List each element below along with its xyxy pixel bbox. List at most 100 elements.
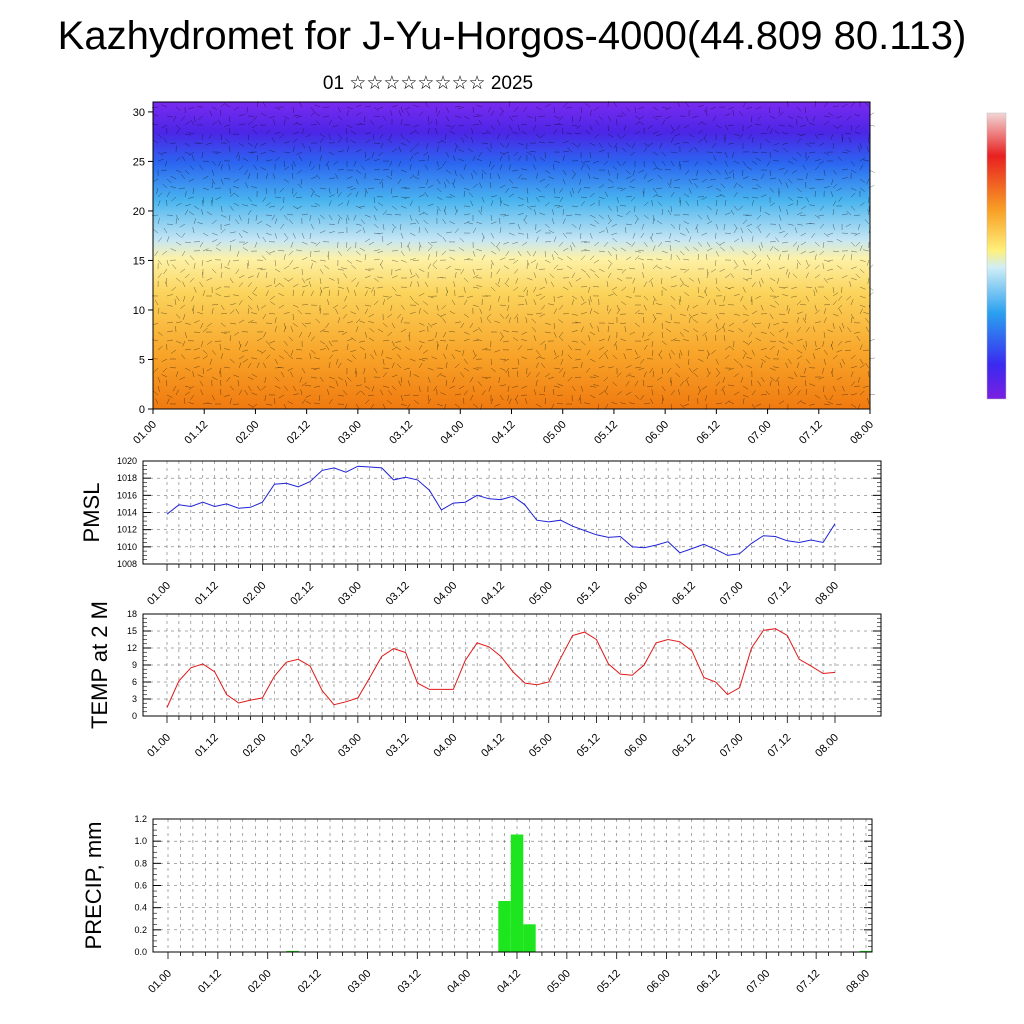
field-xtick-label: 03.12 bbox=[387, 419, 415, 447]
precip-bar bbox=[510, 834, 524, 952]
pmsl-xtick-label: 02.12 bbox=[288, 580, 316, 608]
temp-xtick-label: 03.00 bbox=[336, 732, 364, 760]
precip-xtick-label: 06.00 bbox=[645, 968, 673, 996]
temp-xtick-label: 05.12 bbox=[575, 732, 603, 760]
pmsl-xtick-label: 04.12 bbox=[479, 580, 507, 608]
pmsl-xtick-label: 01.12 bbox=[193, 580, 221, 608]
temp-ytick-label: 3 bbox=[132, 694, 137, 704]
colorbar bbox=[986, 112, 1007, 400]
field-xtick-label: 05.12 bbox=[592, 419, 620, 447]
pmsl-line bbox=[166, 465, 836, 556]
pmsl-ylabel: PMSL bbox=[79, 483, 104, 543]
field-xtick-label: 06.00 bbox=[643, 419, 671, 447]
temp-xtick-label: 03.12 bbox=[384, 732, 412, 760]
field-xtick-label: 03.00 bbox=[336, 419, 364, 447]
wind-vectors bbox=[151, 100, 876, 411]
temp-xtick-label: 06.12 bbox=[670, 732, 698, 760]
precip-xtick-label: 01.00 bbox=[146, 968, 174, 996]
precip-ytick-label: 0.8 bbox=[134, 858, 147, 868]
field-shading bbox=[153, 102, 870, 409]
temp-xtick-label: 02.00 bbox=[241, 732, 269, 760]
pmsl-ytick-label: 1014 bbox=[117, 508, 137, 518]
field-ytick-label: 15 bbox=[133, 255, 145, 267]
temp-ytick-label: 6 bbox=[132, 677, 137, 687]
field-xtick-label: 01.12 bbox=[182, 419, 210, 447]
pmsl-ytick-label: 1010 bbox=[117, 542, 137, 552]
pmsl-xtick-label: 06.00 bbox=[622, 580, 650, 608]
temp-xtick-label: 01.00 bbox=[145, 732, 173, 760]
field-ytick-label: 5 bbox=[139, 354, 145, 366]
temp-frame bbox=[142, 613, 882, 717]
precip-xtick-label: 03.12 bbox=[395, 968, 423, 996]
temp-ytick-label: 15 bbox=[127, 626, 137, 636]
precip-xtick-label: 05.12 bbox=[595, 968, 623, 996]
precip-xtick-label: 08.00 bbox=[844, 968, 872, 996]
field-ytick-label: 10 bbox=[133, 305, 145, 317]
temp-xtick-label: 08.00 bbox=[813, 732, 841, 760]
field-ytick-label: 25 bbox=[133, 156, 145, 168]
temp-xtick-label: 04.00 bbox=[431, 732, 459, 760]
field-xtick-label: 01.00 bbox=[131, 419, 159, 447]
precip-bar bbox=[498, 901, 511, 952]
precip-bar bbox=[286, 950, 299, 952]
field-xtick-label: 05.00 bbox=[541, 419, 569, 447]
pmsl-xtick-label: 04.00 bbox=[431, 580, 459, 608]
pmsl-xtick-label: 07.00 bbox=[718, 580, 746, 608]
field-xtick-label: 07.00 bbox=[746, 419, 774, 447]
temp-ylabel: TEMP at 2 M bbox=[87, 601, 112, 729]
precip-bar bbox=[523, 924, 536, 952]
precip-xtick-label: 05.00 bbox=[545, 968, 573, 996]
temp-ytick-label: 18 bbox=[127, 609, 137, 619]
temp-bg bbox=[143, 614, 881, 716]
field-xtick-label: 06.12 bbox=[695, 419, 723, 447]
field-xtick-label: 04.00 bbox=[438, 419, 466, 447]
pmsl-xtick-label: 07.12 bbox=[765, 580, 793, 608]
temp-xtick-label: 07.12 bbox=[765, 732, 793, 760]
pmsl-frame bbox=[142, 460, 882, 565]
precip-ytick-label: 0.2 bbox=[134, 925, 147, 935]
precip-ylabel: PRECIP, mm bbox=[81, 822, 106, 950]
temp-xtick-label: 06.00 bbox=[622, 732, 650, 760]
precip-ytick-label: 1.2 bbox=[134, 814, 147, 824]
precip-xtick-label: 07.12 bbox=[794, 968, 822, 996]
temp-ytick-label: 0 bbox=[132, 711, 137, 721]
precip-xtick-label: 04.00 bbox=[445, 968, 473, 996]
temp-xtick-label: 01.12 bbox=[193, 732, 221, 760]
precip-xtick-label: 02.00 bbox=[246, 968, 274, 996]
field-ytick-label: 0 bbox=[139, 404, 145, 416]
pmsl-xtick-label: 03.12 bbox=[384, 580, 412, 608]
chart-subtitle: 01 ☆☆☆☆☆☆☆☆ 2025 bbox=[322, 73, 534, 94]
pmsl-ytick-label: 1012 bbox=[117, 525, 137, 535]
precip-xtick-label: 01.12 bbox=[196, 968, 224, 996]
field-xtick-label: 02.12 bbox=[285, 419, 313, 447]
pmsl-bg bbox=[143, 461, 881, 564]
pmsl-xtick-label: 01.00 bbox=[145, 580, 173, 608]
precip-xtick-label: 04.12 bbox=[495, 968, 523, 996]
field-xtick-label: 07.12 bbox=[797, 419, 825, 447]
temp-xtick-label: 04.12 bbox=[479, 732, 507, 760]
field-xtick-label: 04.12 bbox=[490, 419, 518, 447]
field-xtick-label: 08.00 bbox=[848, 419, 876, 447]
chart-title: Kazhydromet for J-Yu-Horgos-4000(44.809 … bbox=[57, 14, 967, 58]
precip-xtick-label: 02.12 bbox=[296, 968, 324, 996]
pmsl-xtick-label: 05.12 bbox=[575, 580, 603, 608]
precip-xtick-label: 07.00 bbox=[744, 968, 772, 996]
pmsl-xtick-label: 03.00 bbox=[336, 580, 364, 608]
field-xtick-label: 02.00 bbox=[234, 419, 262, 447]
precip-bar bbox=[859, 950, 873, 952]
precip-ytick-label: 1.0 bbox=[134, 836, 147, 846]
temp-ytick-label: 9 bbox=[132, 660, 137, 670]
pmsl-xtick-label: 08.00 bbox=[813, 580, 841, 608]
pmsl-ytick-label: 1008 bbox=[117, 559, 137, 569]
temp-xtick-label: 07.00 bbox=[718, 732, 746, 760]
precip-xtick-label: 06.12 bbox=[695, 968, 723, 996]
temp-xtick-label: 05.00 bbox=[527, 732, 555, 760]
pmsl-ytick-label: 1016 bbox=[117, 490, 137, 500]
pmsl-ytick-label: 1020 bbox=[117, 456, 137, 466]
precip-ytick-label: 0.4 bbox=[134, 903, 147, 913]
temp-ytick-label: 12 bbox=[127, 643, 137, 653]
pmsl-xtick-label: 05.00 bbox=[527, 580, 555, 608]
field-ytick-label: 20 bbox=[133, 206, 145, 218]
precip-xtick-label: 03.00 bbox=[346, 968, 374, 996]
